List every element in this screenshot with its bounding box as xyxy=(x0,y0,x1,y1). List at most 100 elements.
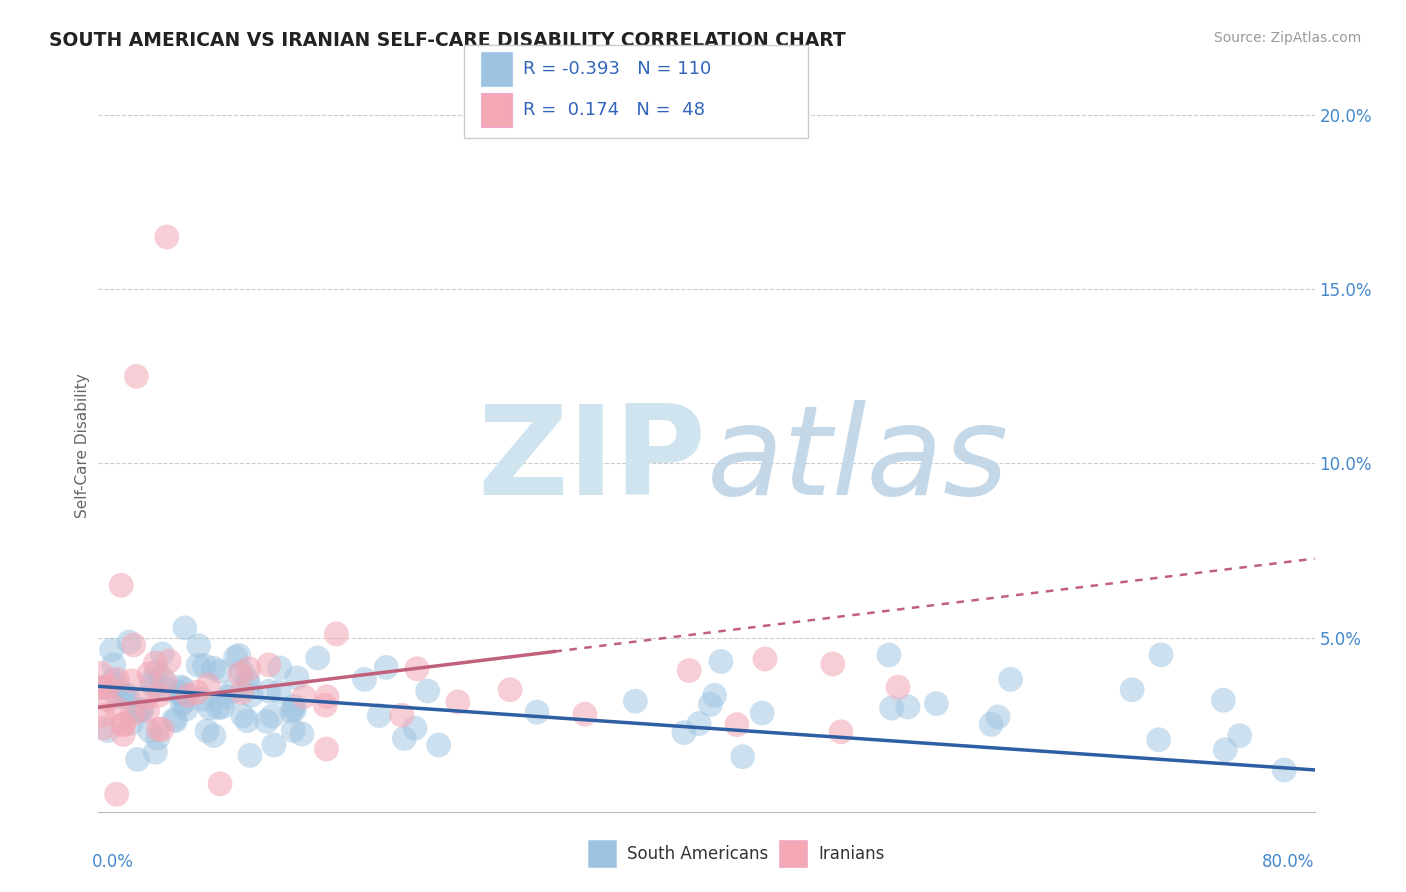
Point xyxy=(499,682,522,697)
Point xyxy=(624,694,647,708)
Point xyxy=(1213,742,1236,756)
Point xyxy=(105,673,128,687)
Point xyxy=(1121,682,1143,697)
Point xyxy=(165,714,187,728)
Point xyxy=(193,658,215,673)
Point xyxy=(239,748,262,763)
Point xyxy=(150,671,173,685)
Point xyxy=(172,681,194,696)
Point xyxy=(1229,729,1251,743)
Point xyxy=(725,717,748,731)
Point xyxy=(169,685,191,699)
Point xyxy=(269,685,291,699)
Point xyxy=(887,680,910,694)
Point xyxy=(231,685,253,699)
Point xyxy=(195,723,218,738)
Point xyxy=(980,717,1002,731)
Point xyxy=(678,664,700,678)
Point xyxy=(209,777,232,791)
Point xyxy=(150,723,173,737)
Point xyxy=(280,705,302,719)
Point xyxy=(526,705,548,719)
Point xyxy=(156,682,179,697)
Point xyxy=(138,666,160,681)
Point xyxy=(221,684,243,698)
Point xyxy=(138,723,160,738)
Point xyxy=(100,643,122,657)
Point xyxy=(148,689,170,703)
Point xyxy=(157,654,180,668)
Point xyxy=(107,690,129,704)
Point xyxy=(197,678,219,692)
Point xyxy=(129,703,152,717)
Point xyxy=(105,787,128,801)
Point xyxy=(877,648,900,662)
Point xyxy=(135,690,157,705)
Point xyxy=(283,723,305,738)
Point xyxy=(136,704,159,718)
Point xyxy=(112,718,135,732)
Point xyxy=(112,727,135,741)
Point xyxy=(283,699,305,714)
Point xyxy=(307,651,329,665)
Point xyxy=(754,652,776,666)
Point xyxy=(404,721,426,735)
Point xyxy=(110,578,132,592)
Point xyxy=(447,695,470,709)
Point xyxy=(830,724,852,739)
Text: 80.0%: 80.0% xyxy=(1263,853,1315,871)
Point xyxy=(751,706,773,720)
Point xyxy=(880,701,903,715)
Text: Source: ZipAtlas.com: Source: ZipAtlas.com xyxy=(1213,31,1361,45)
Point xyxy=(202,661,225,675)
Text: South Americans: South Americans xyxy=(627,845,768,863)
Point xyxy=(240,688,263,702)
Point xyxy=(143,745,166,759)
Point xyxy=(142,679,165,693)
Point xyxy=(177,688,200,702)
Point xyxy=(316,690,339,704)
Point xyxy=(391,708,413,723)
Point xyxy=(169,680,191,694)
Point xyxy=(125,369,148,384)
Text: 0.0%: 0.0% xyxy=(91,853,134,871)
Point xyxy=(1000,673,1022,687)
Point xyxy=(574,707,596,722)
Point xyxy=(238,662,260,676)
Point xyxy=(97,679,120,693)
Point xyxy=(394,731,416,746)
Text: Iranians: Iranians xyxy=(818,845,884,863)
Point xyxy=(174,702,197,716)
Point xyxy=(256,714,278,729)
Point xyxy=(173,694,195,708)
Point xyxy=(925,697,948,711)
Point xyxy=(211,700,233,714)
Point xyxy=(236,672,259,686)
Point xyxy=(150,647,173,661)
Point xyxy=(314,698,336,713)
Point xyxy=(699,698,721,712)
Point xyxy=(207,700,229,714)
Point xyxy=(283,703,305,717)
Point xyxy=(325,627,347,641)
Point xyxy=(209,665,232,679)
Point xyxy=(112,686,135,700)
Point xyxy=(416,684,439,698)
Point xyxy=(688,716,710,731)
Point xyxy=(229,666,252,681)
Point xyxy=(202,729,225,743)
Point xyxy=(291,727,314,741)
Point xyxy=(91,681,114,695)
Point xyxy=(131,702,153,716)
Point xyxy=(257,684,280,698)
Point xyxy=(145,665,167,679)
Point xyxy=(238,678,260,692)
Point xyxy=(105,679,128,693)
Point xyxy=(173,621,195,635)
Point xyxy=(236,714,259,728)
Point xyxy=(170,697,193,711)
Point xyxy=(731,749,754,764)
Point xyxy=(231,665,253,679)
Point xyxy=(285,671,308,685)
Point xyxy=(91,708,114,723)
